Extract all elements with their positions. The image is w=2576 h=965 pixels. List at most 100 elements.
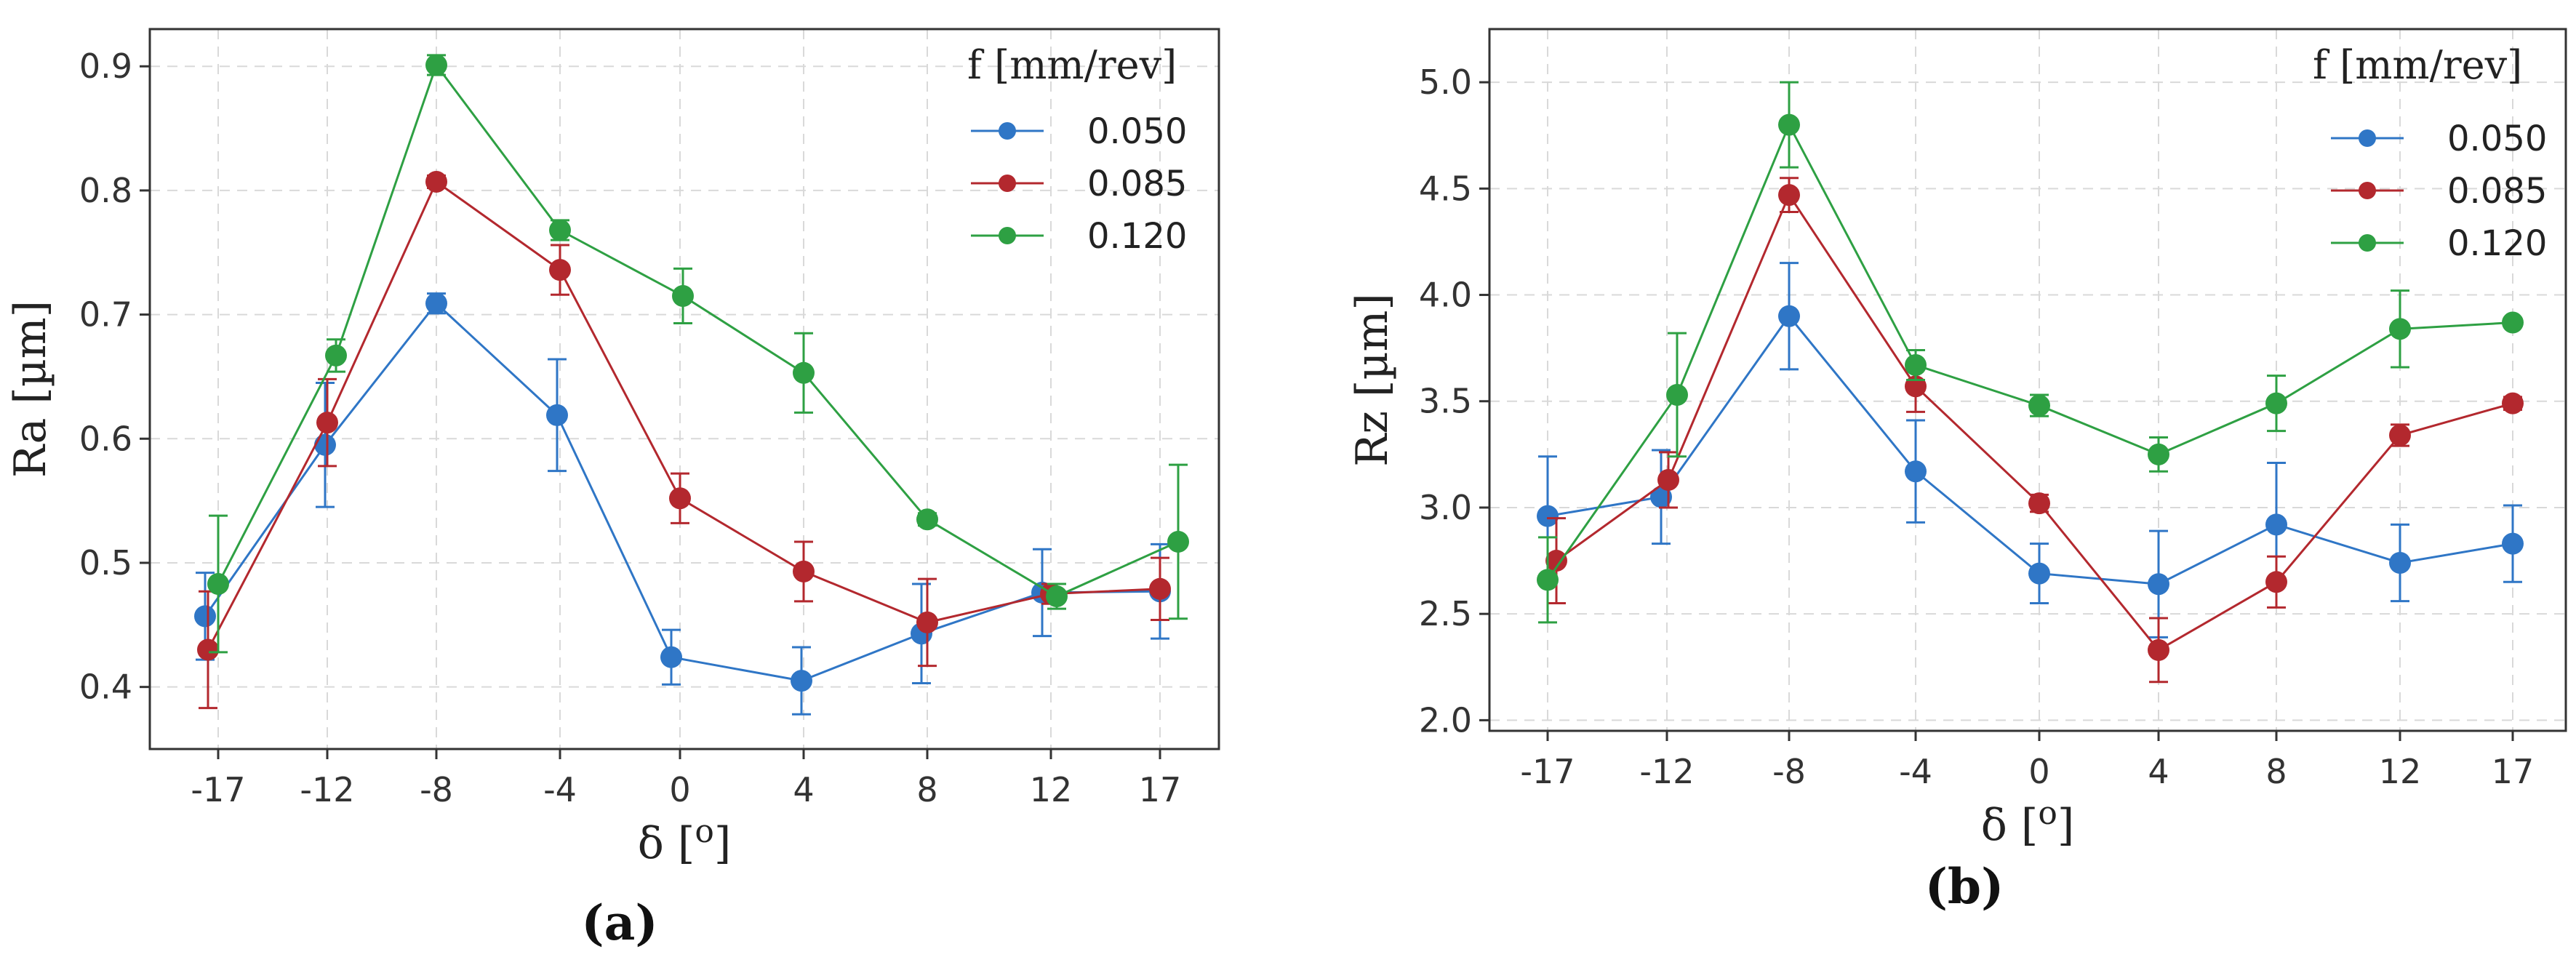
data-point xyxy=(1657,468,1679,491)
legend-label: 0.050 xyxy=(2447,119,2547,159)
legend-title: f [mm/rev] xyxy=(967,42,1177,88)
data-point xyxy=(1537,569,1559,591)
data-point xyxy=(316,412,338,434)
y-axis-label: Rz [µm] xyxy=(1347,293,1398,467)
data-point xyxy=(2502,392,2524,415)
data-point xyxy=(1149,577,1171,600)
data-point xyxy=(1778,113,1800,136)
data-point xyxy=(425,292,447,315)
y-tick-label: 0.7 xyxy=(79,295,132,335)
data-point xyxy=(1650,486,1672,508)
y-tick-label: 2.0 xyxy=(1419,700,1472,740)
x-tick-label: 4 xyxy=(2148,752,2169,791)
x-tick-label: -12 xyxy=(1639,752,1694,791)
data-point xyxy=(1778,184,1800,207)
panel-label-b: (b) xyxy=(1925,858,2004,915)
data-point xyxy=(1905,354,1927,377)
y-tick-label: 0.4 xyxy=(79,668,132,707)
x-tick-label: 0 xyxy=(669,770,690,809)
y-tick-label: 0.8 xyxy=(79,171,132,210)
data-point xyxy=(207,572,229,595)
data-point xyxy=(2265,392,2287,415)
data-point xyxy=(1778,305,1800,327)
y-axis-label: Ra [µm] xyxy=(5,300,56,478)
y-tick-label: 4.5 xyxy=(1419,169,1472,208)
x-tick-label: 12 xyxy=(2379,752,2422,791)
legend-label: 0.085 xyxy=(1087,164,1187,204)
legend-marker-0.085 xyxy=(2359,182,2376,199)
data-point xyxy=(1545,550,1567,572)
x-tick-label: 8 xyxy=(916,770,937,809)
x-tick-label: 12 xyxy=(1030,770,1073,809)
data-point xyxy=(916,508,938,531)
y-tick-label: 3.0 xyxy=(1419,488,1472,527)
x-tick-label: 17 xyxy=(2492,752,2535,791)
x-tick-label: -17 xyxy=(1520,752,1575,791)
x-axis-label: δ [o] xyxy=(638,813,732,869)
x-tick-label: -4 xyxy=(1899,752,1932,791)
legend-marker-0.085 xyxy=(999,175,1016,192)
legend-title: f [mm/rev] xyxy=(2313,42,2522,88)
legend-marker-0.120 xyxy=(999,227,1016,244)
data-point xyxy=(2265,571,2287,593)
y-tick-label: 5.0 xyxy=(1419,63,1472,102)
x-tick-label: -8 xyxy=(1772,752,1806,791)
data-point xyxy=(2502,532,2524,555)
x-tick-label: 8 xyxy=(2265,752,2287,791)
data-point xyxy=(2148,573,2169,596)
legend-label: 0.120 xyxy=(1087,216,1187,257)
data-point xyxy=(2389,424,2411,447)
plot-frame xyxy=(148,28,1220,750)
data-point xyxy=(791,670,812,692)
y-tick-label: 0.6 xyxy=(79,419,132,458)
data-point xyxy=(2265,513,2287,536)
x-tick-label: -17 xyxy=(191,770,245,809)
x-tick-label: -12 xyxy=(300,770,354,809)
x-tick-label: -8 xyxy=(420,770,453,809)
data-point xyxy=(660,646,682,668)
data-point xyxy=(425,170,447,193)
y-tick-label: 2.5 xyxy=(1419,594,1472,633)
data-point xyxy=(2502,311,2524,334)
data-point xyxy=(1537,505,1559,527)
y-tick-label: 0.9 xyxy=(79,47,132,86)
x-tick-label: 4 xyxy=(793,770,814,809)
data-point xyxy=(2028,562,2050,585)
legend-label: 0.050 xyxy=(1087,111,1187,152)
data-point xyxy=(669,487,691,510)
data-point xyxy=(793,560,815,582)
data-point xyxy=(672,284,694,307)
data-point xyxy=(1905,460,1927,483)
data-point xyxy=(2028,394,2050,417)
x-tick-label: 17 xyxy=(1139,770,1182,809)
y-tick-label: 4.0 xyxy=(1419,276,1472,315)
data-point xyxy=(549,259,571,281)
x-axis-label: δ [o] xyxy=(1981,795,2075,851)
legend-label: 0.085 xyxy=(2447,171,2547,212)
y-tick-label: 3.5 xyxy=(1419,382,1472,421)
y-tick-label: 0.5 xyxy=(79,543,132,582)
data-point xyxy=(916,611,938,633)
data-point xyxy=(425,54,447,76)
panel-label-a: (a) xyxy=(581,894,657,951)
chart-rz: 2.0 2.5 3.0 3.5 4.0 4.5 5.0 -17 -12 -8 -4 0 4 8 12 17 δ … xyxy=(1347,28,2567,851)
data-point xyxy=(325,344,347,367)
data-point xyxy=(1167,530,1189,553)
data-point xyxy=(2028,492,2050,515)
data-point xyxy=(546,404,568,426)
legend-marker-0.050 xyxy=(2359,129,2376,147)
data-point xyxy=(793,361,815,384)
data-point xyxy=(197,638,219,661)
x-tick-label: -4 xyxy=(543,770,577,809)
data-point xyxy=(2389,318,2411,340)
plot-frame xyxy=(1488,28,2567,732)
data-point xyxy=(2389,551,2411,574)
series-line-0.085 xyxy=(207,180,1161,651)
x-tick-label: 0 xyxy=(2028,752,2049,791)
legend-marker-0.050 xyxy=(999,122,1016,140)
data-point xyxy=(1046,585,1068,608)
series-line-0.120 xyxy=(217,63,1179,598)
data-point xyxy=(1666,383,1688,406)
legend-label: 0.120 xyxy=(2447,223,2547,264)
